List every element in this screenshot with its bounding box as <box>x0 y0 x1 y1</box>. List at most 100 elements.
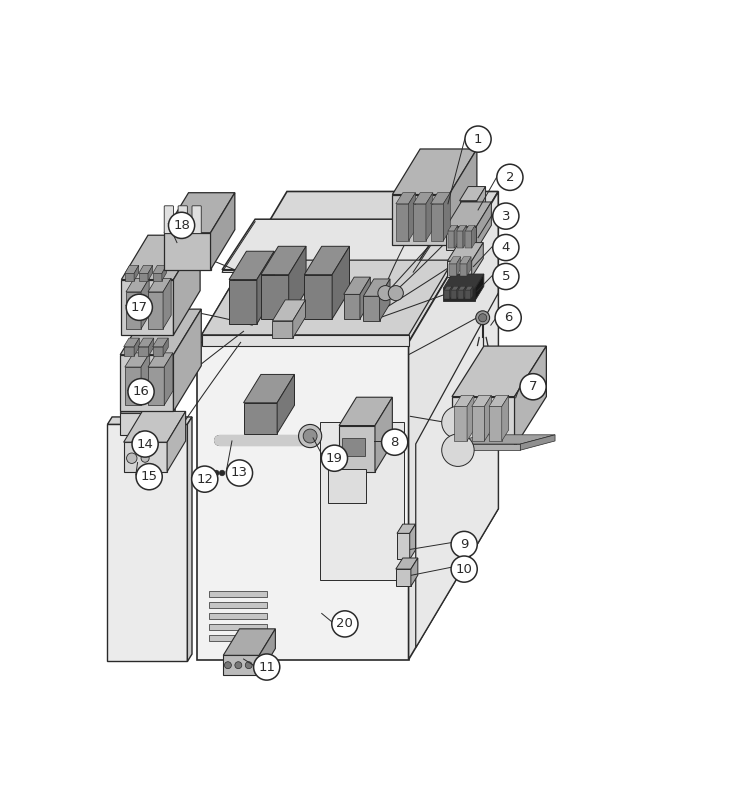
Circle shape <box>303 429 317 443</box>
Circle shape <box>493 263 519 290</box>
Polygon shape <box>244 402 277 434</box>
Polygon shape <box>380 279 390 321</box>
Polygon shape <box>125 266 138 274</box>
Polygon shape <box>446 226 476 250</box>
Polygon shape <box>138 266 153 274</box>
Polygon shape <box>261 246 306 274</box>
Circle shape <box>476 311 490 325</box>
Polygon shape <box>148 367 164 406</box>
Polygon shape <box>467 257 471 276</box>
Polygon shape <box>293 300 305 338</box>
Circle shape <box>381 429 408 455</box>
Polygon shape <box>465 286 473 290</box>
Circle shape <box>495 305 521 331</box>
Polygon shape <box>520 434 555 450</box>
Polygon shape <box>320 422 405 580</box>
Circle shape <box>126 453 137 463</box>
Circle shape <box>128 378 154 405</box>
Polygon shape <box>108 424 187 662</box>
Circle shape <box>141 454 149 462</box>
Polygon shape <box>305 246 350 274</box>
Polygon shape <box>108 417 192 424</box>
Polygon shape <box>454 395 474 406</box>
Polygon shape <box>454 226 458 248</box>
Text: 3: 3 <box>502 210 510 222</box>
Polygon shape <box>443 274 484 288</box>
Polygon shape <box>153 266 166 274</box>
Polygon shape <box>459 186 486 201</box>
Polygon shape <box>257 251 274 324</box>
Polygon shape <box>153 338 168 346</box>
Polygon shape <box>202 260 453 335</box>
Polygon shape <box>223 655 259 675</box>
Polygon shape <box>489 406 502 441</box>
Polygon shape <box>123 338 139 346</box>
Circle shape <box>493 234 519 261</box>
Polygon shape <box>396 569 411 586</box>
Polygon shape <box>449 257 461 263</box>
Polygon shape <box>456 257 461 276</box>
Polygon shape <box>121 279 174 335</box>
Polygon shape <box>408 193 416 241</box>
Polygon shape <box>477 186 486 219</box>
Text: 13: 13 <box>231 466 248 479</box>
Polygon shape <box>456 286 459 299</box>
Circle shape <box>451 556 478 582</box>
Polygon shape <box>289 246 306 319</box>
Polygon shape <box>452 397 514 447</box>
Polygon shape <box>120 354 174 411</box>
Polygon shape <box>465 226 475 231</box>
Circle shape <box>245 662 252 669</box>
Polygon shape <box>363 279 390 296</box>
Polygon shape <box>443 288 475 301</box>
Polygon shape <box>393 194 449 245</box>
Polygon shape <box>465 290 471 299</box>
Polygon shape <box>202 335 409 346</box>
Text: 2: 2 <box>505 171 514 184</box>
Polygon shape <box>138 338 153 346</box>
Polygon shape <box>444 286 452 290</box>
FancyBboxPatch shape <box>178 206 187 234</box>
Polygon shape <box>148 278 171 292</box>
Circle shape <box>136 463 162 490</box>
Polygon shape <box>463 286 466 299</box>
Polygon shape <box>134 338 139 356</box>
Polygon shape <box>148 353 173 367</box>
FancyBboxPatch shape <box>192 206 202 234</box>
Polygon shape <box>397 524 416 534</box>
Polygon shape <box>452 346 547 397</box>
Polygon shape <box>397 534 410 559</box>
Circle shape <box>497 164 523 190</box>
Polygon shape <box>375 398 393 472</box>
Polygon shape <box>459 201 477 219</box>
Text: 11: 11 <box>258 661 275 674</box>
Bar <box>209 624 267 630</box>
Polygon shape <box>472 406 484 441</box>
Circle shape <box>378 286 393 301</box>
Polygon shape <box>463 226 466 248</box>
Text: 8: 8 <box>390 436 399 449</box>
Polygon shape <box>277 374 295 434</box>
Text: 5: 5 <box>502 270 510 283</box>
Text: 18: 18 <box>173 219 190 232</box>
Polygon shape <box>451 286 459 290</box>
Circle shape <box>220 470 225 476</box>
Polygon shape <box>161 390 175 435</box>
Polygon shape <box>123 411 186 442</box>
Polygon shape <box>459 290 463 299</box>
Polygon shape <box>411 558 418 586</box>
Polygon shape <box>465 231 472 248</box>
Polygon shape <box>164 353 173 406</box>
Circle shape <box>493 203 519 230</box>
Polygon shape <box>121 235 200 279</box>
Polygon shape <box>125 367 141 406</box>
Circle shape <box>132 431 158 457</box>
Polygon shape <box>339 426 375 472</box>
Polygon shape <box>134 266 138 281</box>
Polygon shape <box>244 374 295 402</box>
Circle shape <box>214 470 220 476</box>
Polygon shape <box>222 219 446 270</box>
Polygon shape <box>153 274 162 281</box>
Polygon shape <box>229 251 274 279</box>
Circle shape <box>441 434 475 466</box>
